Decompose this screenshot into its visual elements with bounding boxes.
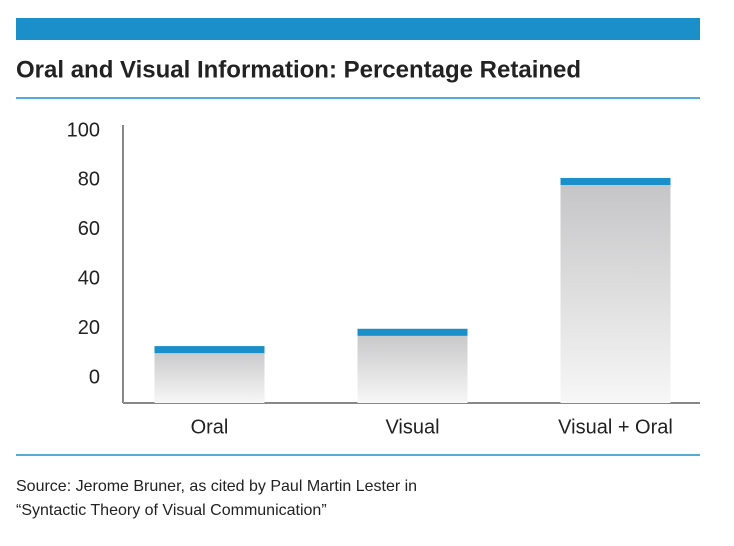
y-tick-label: 80 (78, 169, 100, 191)
chart-title: Oral and Visual Information: Percentage … (16, 56, 581, 83)
bar (560, 177, 671, 403)
x-tick-label: Visual + Oral (558, 416, 673, 438)
header-band (16, 18, 700, 40)
bar-cap (560, 177, 671, 185)
bar (357, 328, 468, 403)
x-tick-label: Oral (191, 416, 229, 438)
y-tick-label: 40 (78, 268, 100, 290)
source-text: Source: Jerome Bruner, as cited by Paul … (16, 478, 417, 495)
y-tick-label: 60 (78, 218, 100, 240)
y-tick-label: 20 (78, 317, 100, 339)
bar-cap (357, 328, 468, 336)
y-tick-label: 0 (89, 367, 100, 389)
bar (154, 346, 265, 403)
bar-cap (154, 346, 265, 354)
x-tick-label: Visual (385, 416, 439, 438)
y-tick-label: 100 (67, 119, 100, 141)
source-text: “Syntactic Theory of Visual Communicatio… (16, 502, 327, 519)
